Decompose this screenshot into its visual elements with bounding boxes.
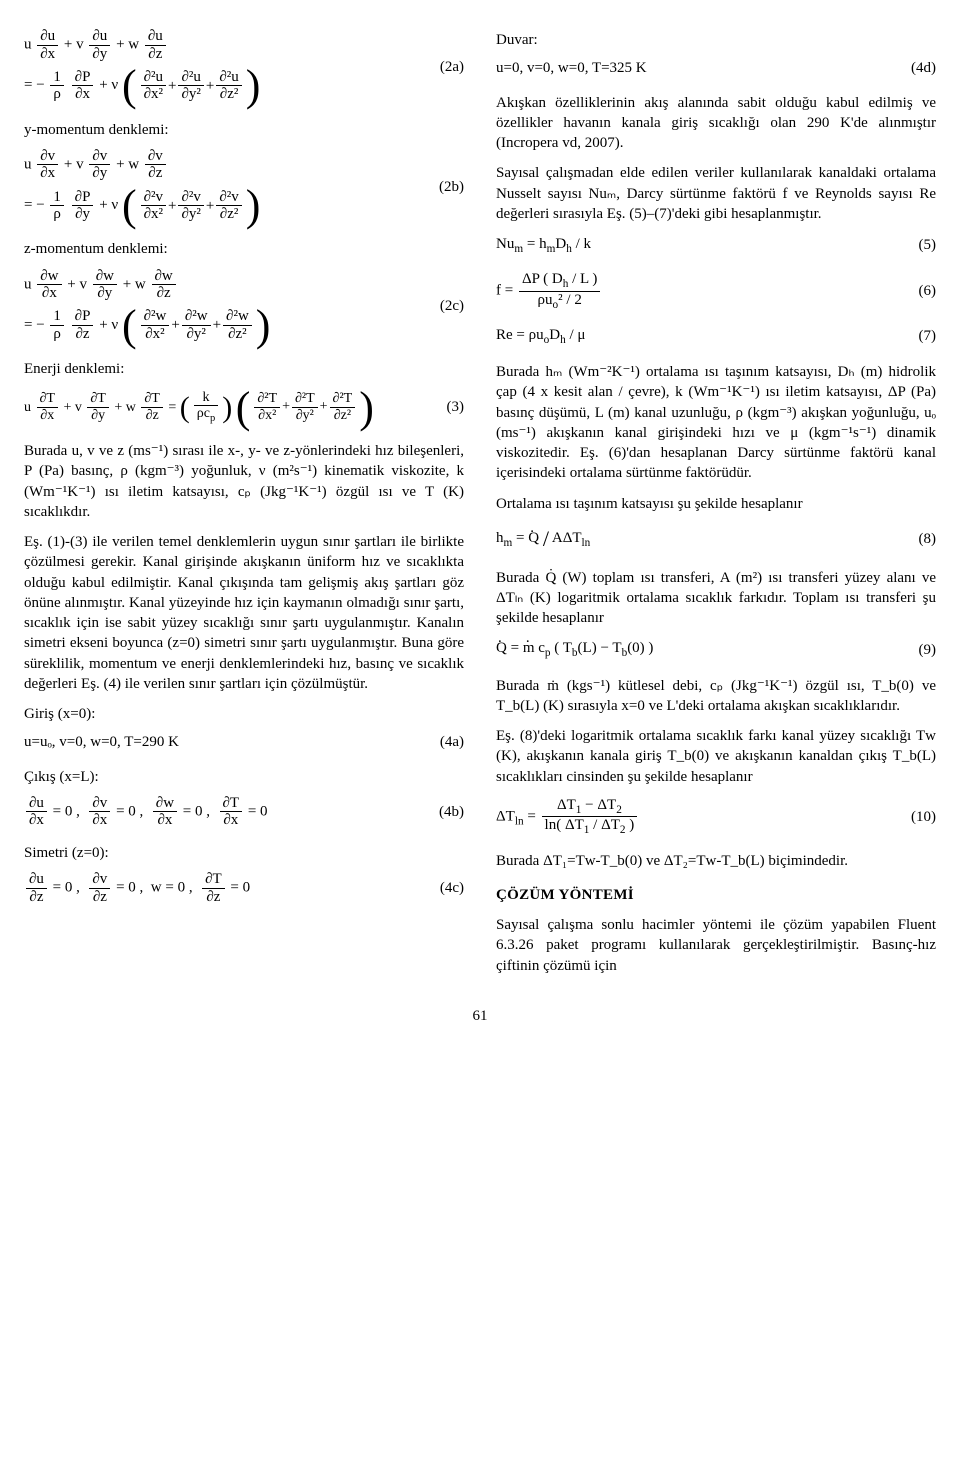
z-momentum-label: z-momentum denklemi:: [24, 239, 464, 259]
eq-number-4a: (4a): [420, 732, 464, 752]
equation-9: Q. = m. cp ( Tb(L) − Tb(0) ) (9): [496, 638, 936, 661]
right-paragraph-5: Burada Q̇ (W) toplam ısı transferi, A (m…: [496, 568, 936, 629]
equation-4d: u=0, v=0, w=0, T=325 K (4d): [496, 58, 936, 78]
left-paragraph-1: Burada u, v ve z (ms⁻¹) sırası ile x-, y…: [24, 441, 464, 522]
eq-number-9: (9): [892, 640, 936, 660]
eq-number-4c: (4c): [420, 878, 464, 898]
energy-label: Enerji denklemi:: [24, 359, 464, 379]
simetri-label: Simetri (z=0):: [24, 843, 464, 863]
right-column: Duvar: u=0, v=0, w=0, T=325 K (4d) Akışk…: [496, 20, 936, 986]
eq-number-7: (7): [892, 326, 936, 346]
right-paragraph-6: Burada ṁ (kgs⁻¹) kütlesel debi, cₚ (Jkg⁻…: [496, 676, 936, 717]
eq-number-6: (6): [892, 281, 936, 301]
eq-number-2c: (2c): [420, 296, 464, 316]
left-paragraph-2: Eş. (1)-(3) ile verilen temel denklemler…: [24, 532, 464, 694]
equation-8: hm = Q. / AΔTln (8): [496, 524, 936, 554]
right-paragraph-4: Ortalama ısı taşınım katsayısı şu şekild…: [496, 494, 936, 514]
page-content: u ∂u∂x + v ∂u∂y + w ∂u∂z = − 1ρ ∂P∂x + ν…: [24, 20, 936, 986]
equation-4b: ∂u∂x = 0 , ∂v∂x = 0 , ∂w∂x = 0 , ∂T∂x = …: [24, 795, 464, 829]
eq-number-2a: (2a): [420, 57, 464, 77]
equation-6: f = ΔP ( Dh / L ) ρuo² / 2 (6): [496, 271, 936, 311]
section-heading: ÇÖZÜM YÖNTEMİ: [496, 885, 936, 905]
eq-number-8: (8): [892, 529, 936, 549]
y-momentum-label: y-momentum denklemi:: [24, 120, 464, 140]
equation-4c: ∂u∂z = 0 , ∂v∂z = 0 , w = 0 , ∂T∂z = 0 (…: [24, 871, 464, 905]
right-paragraph-9: Sayısal çalışma sonlu hacimler yöntemi i…: [496, 915, 936, 976]
equation-10: ΔTln = ΔT1 − ΔT2 ln( ΔT1 / ΔT2 ) (10): [496, 797, 936, 837]
cikis-label: Çıkış (x=L):: [24, 767, 464, 787]
eq-number-4d: (4d): [892, 58, 936, 78]
equation-2a: u ∂u∂x + v ∂u∂y + w ∂u∂z = − 1ρ ∂P∂x + ν…: [24, 28, 464, 106]
right-paragraph-8: Burada ΔT₁=Tᴡ-T_b(0) ve ΔT₂=Tᴡ-T_b(L) bi…: [496, 851, 936, 871]
equation-4a: u=uₒ, v=0, w=0, T=290 K (4a): [24, 732, 464, 752]
eq-number-3: (3): [420, 397, 464, 417]
equation-5: Num = hmDh / k (5): [496, 234, 936, 257]
right-paragraph-7: Eş. (8)'deki logaritmik ortalama sıcaklı…: [496, 726, 936, 787]
equation-2b: u ∂v∂x + v ∂v∂y + w ∂v∂z = − 1ρ ∂P∂y + ν…: [24, 148, 464, 226]
eq-number-4b: (4b): [420, 802, 464, 822]
giris-label: Giriş (x=0):: [24, 704, 464, 724]
equation-3: u ∂T∂x + v ∂T∂y + w ∂T∂z = kρcp ∂²T∂x² +…: [24, 388, 464, 428]
left-column: u ∂u∂x + v ∂u∂y + w ∂u∂z = − 1ρ ∂P∂x + ν…: [24, 20, 464, 986]
eq-number-2b: (2b): [420, 177, 464, 197]
eq-number-5: (5): [892, 235, 936, 255]
right-paragraph-2: Sayısal çalışmadan elde edilen veriler k…: [496, 163, 936, 224]
right-paragraph-3: Burada hₘ (Wm⁻²K⁻¹) ortalama ısı taşınım…: [496, 362, 936, 484]
duvar-label: Duvar:: [496, 30, 936, 50]
page-number: 61: [24, 1006, 936, 1026]
equation-7: Re = ρuoDh / μ (7): [496, 325, 936, 348]
equation-2c: u ∂w∂x + v ∂w∂y + w ∂w∂z = − 1ρ ∂P∂z + ν…: [24, 268, 464, 346]
right-paragraph-1: Akışkan özelliklerinin akış alanında sab…: [496, 93, 936, 154]
eq-number-10: (10): [892, 807, 936, 827]
